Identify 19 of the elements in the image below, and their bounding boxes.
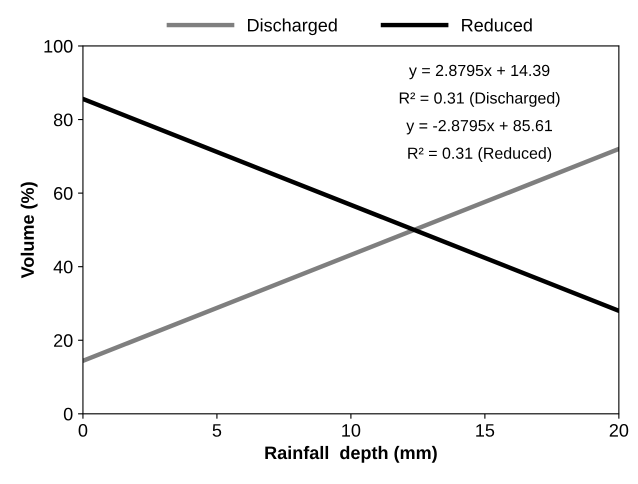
y-tick-label: 0 (64, 408, 73, 421)
y-axis-title: Volume (%) (20, 182, 38, 278)
annotation: y = 2.8795x + 14.39 (408, 64, 550, 80)
y-tick-label: 100 (44, 40, 73, 53)
x-tick-label: 0 (78, 424, 88, 437)
annotation: R² = 0.31 (Discharged) (400, 92, 560, 107)
y-tick-label: 40 (54, 260, 73, 274)
x-tick-label: 20 (610, 424, 628, 437)
y-tick-label: 80 (54, 113, 73, 126)
x-tick-label: 15 (476, 424, 494, 437)
x-tick-label: 10 (342, 424, 360, 437)
annotation: y = -2.8795x + 85.61 (406, 120, 552, 134)
legend-label: Reduced (462, 18, 532, 32)
x-tick-label: 5 (212, 424, 222, 437)
legend-label: Discharged (248, 18, 337, 36)
y-tick-label: 20 (54, 334, 73, 347)
annotation: R² = 0.31 (Reduced) (408, 147, 552, 162)
y-tick-label: 60 (54, 187, 73, 200)
x-axis-title: Rainfall depth (mm) (265, 446, 437, 463)
